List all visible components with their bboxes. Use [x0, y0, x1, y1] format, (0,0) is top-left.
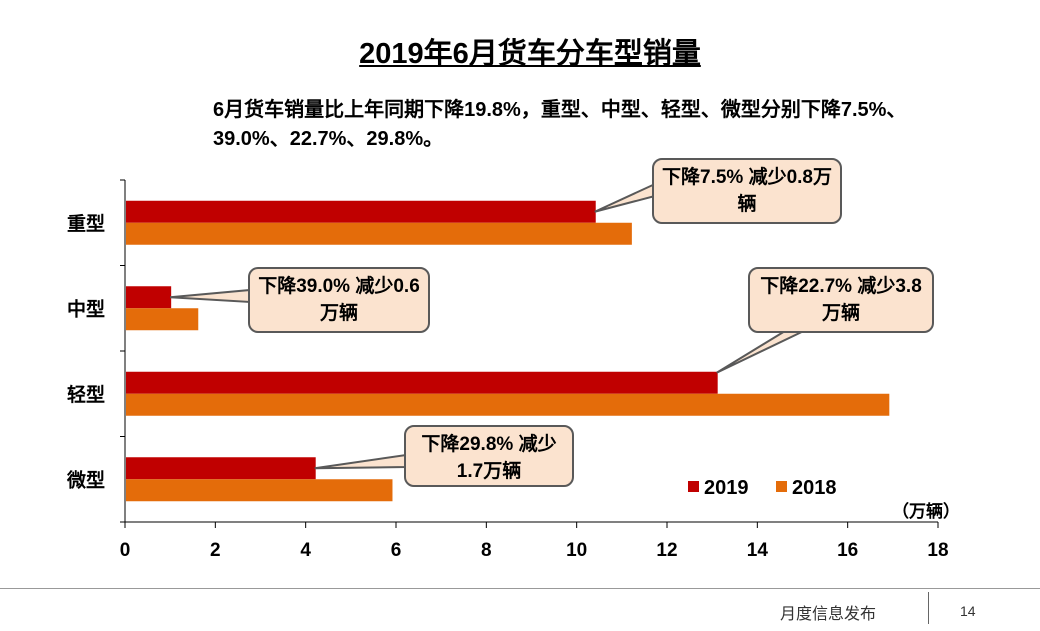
category-label: 轻型: [67, 383, 105, 406]
callout-pointer: [594, 182, 656, 213]
category-label: 中型: [67, 297, 105, 320]
bar-2019: [126, 371, 718, 394]
bar-2018: [126, 308, 199, 331]
x-tick-label: 16: [837, 540, 858, 561]
footer-separator: [928, 592, 929, 624]
legend-label: 2019: [704, 477, 749, 499]
bar-2019: [126, 200, 596, 223]
callout-pointer: [716, 327, 811, 374]
bar-2019: [126, 457, 316, 480]
callout-light: 下降22.7% 减少3.8万辆: [748, 267, 934, 333]
x-tick-label: 0: [120, 540, 131, 561]
category-label: 微型: [66, 468, 105, 491]
x-tick-label: 14: [747, 540, 769, 561]
category-label: 重型: [67, 212, 105, 235]
legend-label: 2018: [792, 477, 837, 499]
page-number: 14: [960, 603, 976, 619]
legend-swatch: [776, 481, 787, 492]
chart-title: 2019年6月货车分车型销量: [359, 38, 701, 70]
x-tick-label: 10: [566, 540, 587, 561]
callout-medium: 下降39.0% 减少0.6万辆: [248, 267, 430, 333]
bar-2019: [126, 286, 172, 309]
x-tick-label: 8: [481, 540, 492, 561]
summary-text: 6月货车销量比上年同期下降19.8%，重型、中型、轻型、微型分别下降7.5%、3…: [213, 99, 907, 150]
footer-text: 月度信息发布: [780, 606, 877, 623]
bar-2018: [126, 393, 890, 416]
callout-mini: 下降29.8% 减少1.7万辆: [404, 425, 574, 487]
callout-pointer: [314, 453, 407, 470]
x-tick-label: 2: [210, 540, 221, 561]
legend-swatch: [688, 481, 699, 492]
unit-label: （万辆）: [892, 501, 960, 521]
x-tick-label: 6: [391, 540, 402, 561]
callout-heavy: 下降7.5% 减少0.8万辆: [652, 158, 842, 224]
footer-divider: [0, 588, 1040, 589]
callout-pointer: [170, 288, 251, 304]
bar-2018: [126, 222, 632, 245]
x-tick-label: 18: [927, 540, 948, 561]
x-tick-label: 12: [656, 540, 677, 561]
x-tick-label: 4: [300, 540, 311, 561]
bar-2018: [126, 479, 393, 502]
